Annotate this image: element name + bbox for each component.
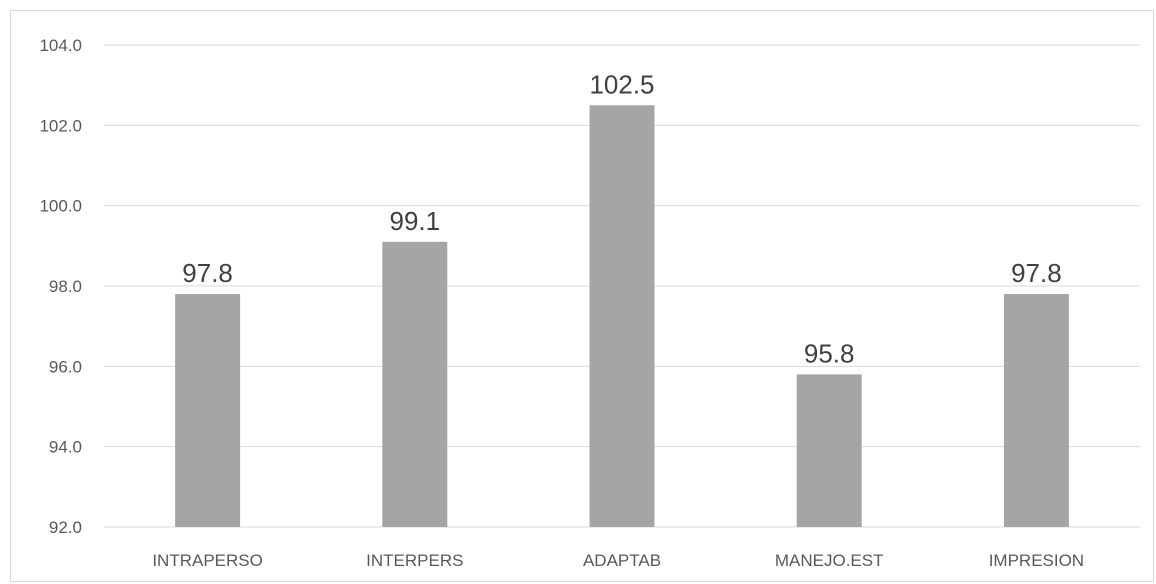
- x-category-label: MANEJO.EST: [775, 551, 884, 570]
- bar: [1003, 294, 1069, 527]
- y-tick-label: 102.0: [39, 116, 82, 135]
- x-category-label: ADAPTAB: [583, 551, 661, 570]
- data-label: 95.8: [804, 338, 855, 368]
- bar: [175, 294, 241, 527]
- x-category-label: IMPRESION: [989, 551, 1084, 570]
- bar: [796, 374, 862, 527]
- data-label: 99.1: [389, 206, 440, 236]
- data-label: 97.8: [1011, 258, 1062, 288]
- bar: [589, 105, 655, 527]
- y-tick-label: 100.0: [39, 197, 82, 216]
- y-axis-ticks: 92.0 94.0 96.0 98.0 100.0 102.0 104.0: [39, 36, 82, 537]
- bars: [175, 105, 1069, 528]
- data-labels: 97.8 99.1 102.5 95.8 97.8: [182, 69, 1061, 368]
- y-tick-label: 98.0: [49, 277, 82, 296]
- y-tick-label: 92.0: [49, 518, 82, 537]
- data-label: 102.5: [589, 69, 654, 99]
- data-label: 97.8: [182, 258, 233, 288]
- y-tick-label: 96.0: [49, 357, 82, 376]
- x-axis-categories: INTRAPERSO INTERPERS ADAPTAB MANEJO.EST IMPR…: [152, 551, 1084, 570]
- y-tick-label: 104.0: [39, 36, 82, 55]
- x-category-label: INTERPERS: [366, 551, 463, 570]
- y-tick-label: 94.0: [49, 438, 82, 457]
- x-category-label: INTRAPERSO: [152, 551, 263, 570]
- bar: [382, 241, 448, 528]
